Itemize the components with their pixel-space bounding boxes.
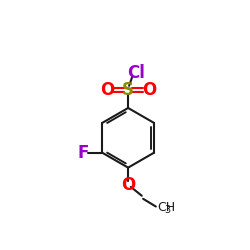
Text: 3: 3 (165, 205, 171, 215)
Text: CH: CH (158, 201, 176, 214)
Text: Cl: Cl (128, 64, 145, 82)
Text: S: S (122, 81, 134, 99)
Text: O: O (142, 81, 156, 99)
Text: O: O (121, 176, 135, 194)
Text: O: O (100, 81, 114, 99)
Text: F: F (77, 144, 89, 162)
